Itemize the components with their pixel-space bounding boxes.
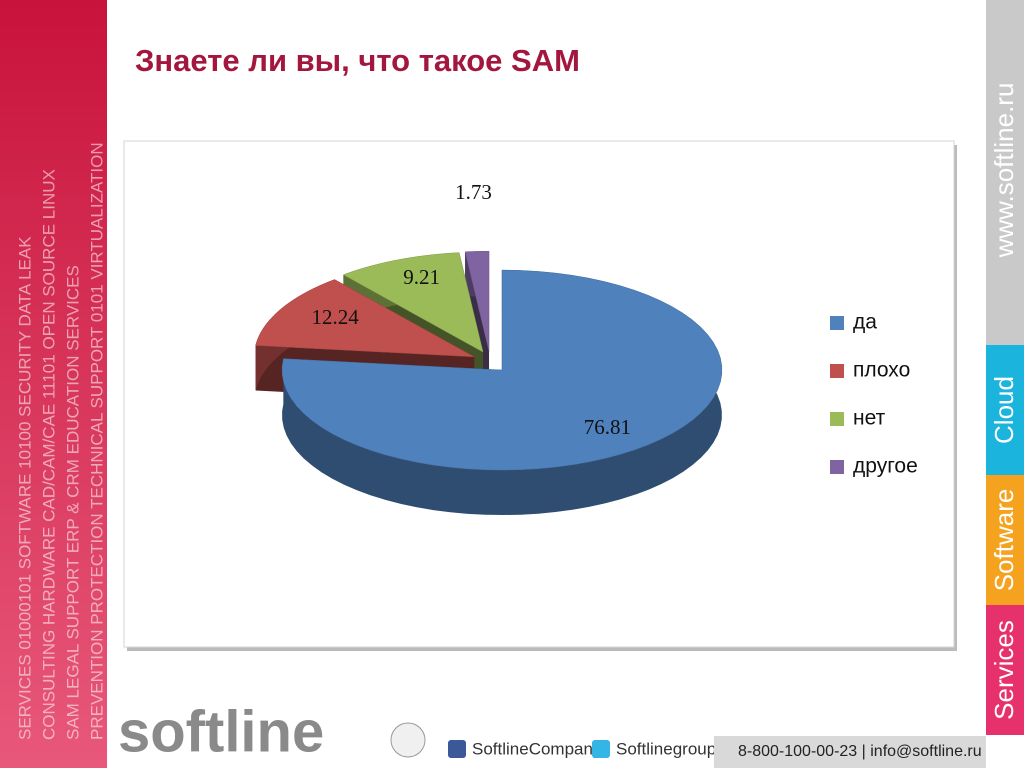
band-text: SAM LEGAL SUPPORT ERP & CRM EDUCATION SE… bbox=[63, 265, 82, 740]
certificate-icon bbox=[390, 722, 426, 758]
legend: да плохо нет другое bbox=[830, 311, 918, 478]
legend-label: другое bbox=[853, 455, 918, 478]
legend-swatch bbox=[830, 460, 844, 474]
tab-label[interactable]: Software bbox=[989, 489, 1019, 592]
software-tab bbox=[986, 475, 1024, 605]
social-link[interactable]: Softlinegroup bbox=[616, 739, 716, 758]
data-label: 1.73 bbox=[455, 180, 492, 204]
slice bbox=[255, 279, 475, 358]
band-text: PREVENTION PROTECTION TECHNICAL SUPPORT … bbox=[87, 142, 106, 740]
slice bbox=[342, 252, 484, 353]
legend-label: да bbox=[853, 311, 877, 334]
data-label: 9.21 bbox=[403, 265, 440, 289]
band-text: SERVICES 01000101 SOFTWARE 10100 SECURIT… bbox=[15, 236, 34, 740]
services-tab bbox=[986, 605, 1024, 735]
legend-label: нет bbox=[853, 407, 886, 430]
slice bbox=[464, 250, 490, 352]
cloud-tab bbox=[986, 345, 1024, 475]
social-link[interactable]: SoftlineCompany bbox=[472, 739, 602, 758]
url[interactable]: www.softline.ru bbox=[989, 83, 1019, 259]
slice bbox=[281, 269, 723, 471]
contact-bar bbox=[714, 736, 986, 768]
band-text: CONSULTING HARDWARE CAD/CAM/CAE 11101 OP… bbox=[39, 169, 58, 740]
tab-label[interactable]: Cloud bbox=[989, 376, 1019, 444]
legend-label: плохо bbox=[853, 359, 910, 382]
tab-label[interactable]: Services bbox=[989, 620, 1019, 720]
left-band bbox=[0, 0, 107, 768]
data-label: 76.81 bbox=[584, 415, 631, 439]
legend-swatch bbox=[830, 316, 844, 330]
url-tab bbox=[986, 0, 1024, 345]
twitter-icon bbox=[592, 740, 610, 758]
legend-swatch bbox=[830, 364, 844, 378]
chart-title: Знаете ли вы, что такое SAM bbox=[135, 43, 580, 78]
facebook-icon bbox=[448, 740, 466, 758]
data-label: 12.24 bbox=[311, 305, 359, 329]
pie: 76.81 12.24 9.21 1.73 bbox=[255, 180, 723, 516]
legend-swatch bbox=[830, 412, 844, 426]
logo[interactable]: softline bbox=[118, 699, 324, 764]
contact: 8-800-100-00-23 | info@softline.ru bbox=[738, 743, 982, 760]
left-band-text: SERVICES 01000101 SOFTWARE 10100 SECURIT… bbox=[15, 142, 106, 740]
